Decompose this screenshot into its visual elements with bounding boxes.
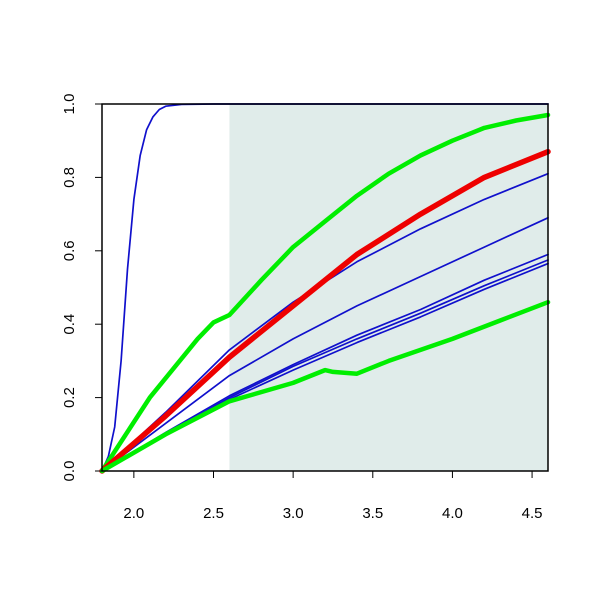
series-line-3: [101, 216, 549, 472]
y-tick-label: 0.8: [61, 167, 78, 188]
x-tick-label: 3.5: [362, 505, 383, 522]
plot-frame: [101, 103, 549, 472]
x-tick-label: 2.0: [123, 505, 144, 522]
y-tick-label: 1.0: [61, 94, 78, 115]
shaded-region: [229, 104, 548, 471]
x-tick-label: 4.0: [442, 505, 463, 522]
series-line-8: [99, 148, 551, 474]
y-axis: 0.0 0.2 0.4 0.6 0.8 1.0: [61, 94, 102, 482]
y-tick-label: 0.6: [61, 240, 78, 261]
x-tick-label: 4.5: [522, 505, 543, 522]
series-layer: [99, 103, 551, 474]
series-line-9: [99, 299, 551, 474]
y-tick-label: 0.4: [61, 314, 78, 335]
y-tick-label: 0.0: [61, 461, 78, 482]
x-tick-label: 2.5: [203, 505, 224, 522]
x-tick-label: 3.0: [283, 505, 304, 522]
y-tick-label: 0.2: [61, 387, 78, 408]
x-axis: 2.0 2.5 3.0 3.5 4.0 4.5: [123, 471, 543, 522]
series-line-7: [99, 112, 551, 474]
